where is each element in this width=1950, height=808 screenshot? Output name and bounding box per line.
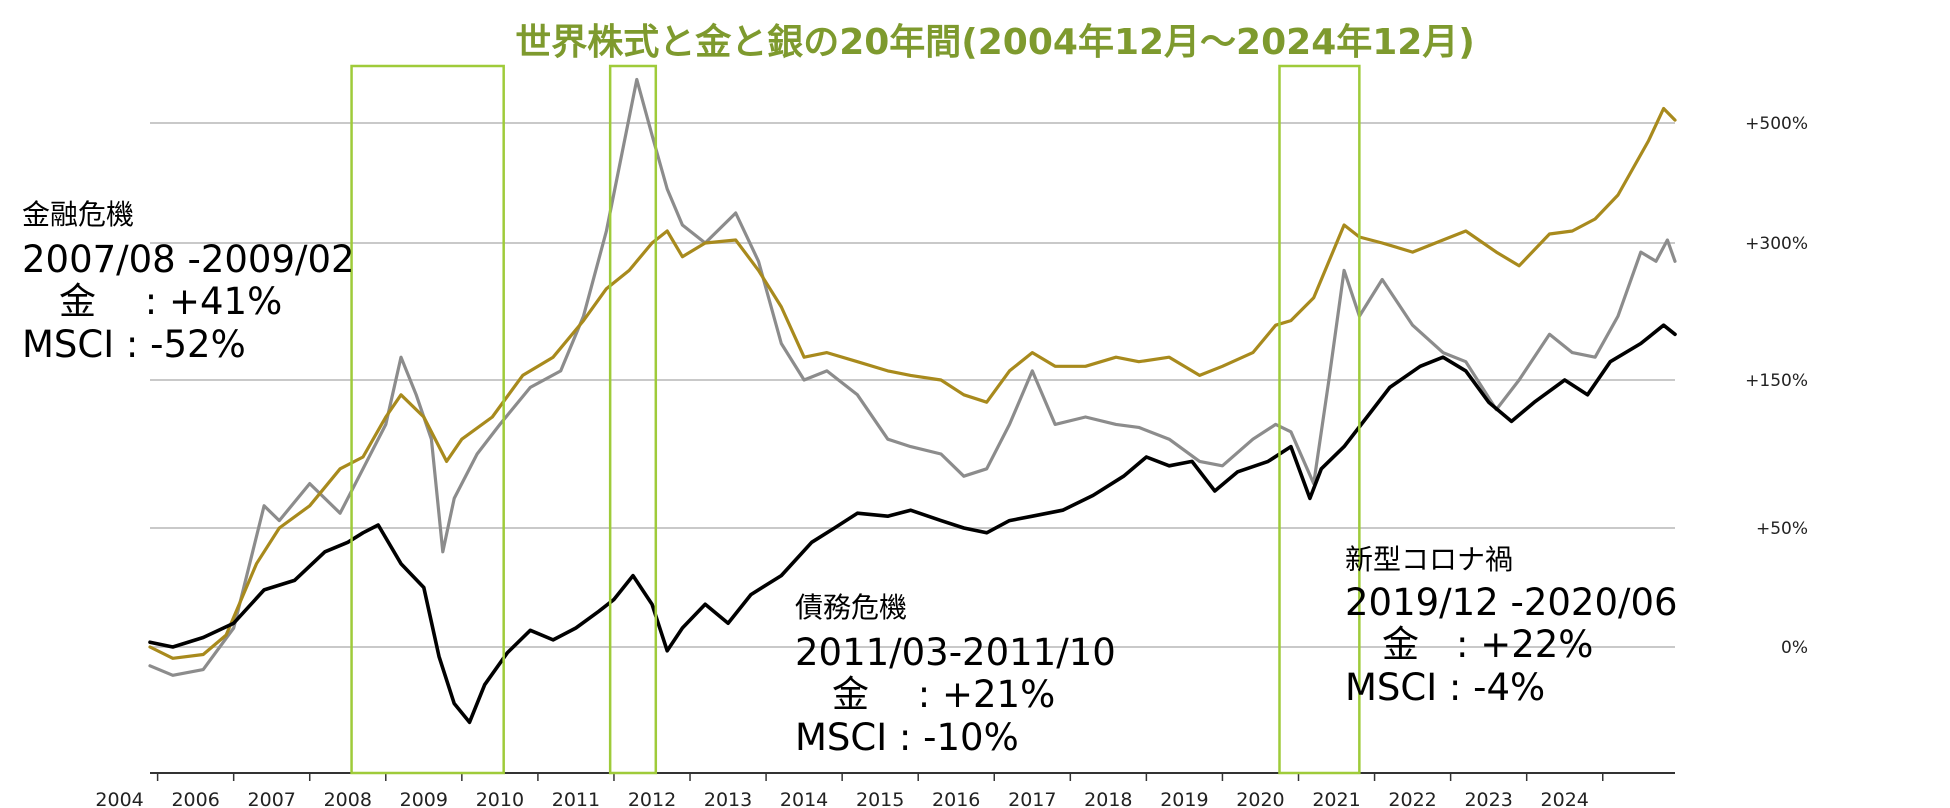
x-tick-label: 2021	[1312, 789, 1360, 808]
annotation-msci-change: MSCI : -4%	[1345, 666, 1545, 709]
annotation-covid: 新型コロナ禍 2019/12 -2020/06 金 : +22% MSCI : …	[1345, 543, 1678, 709]
y-axis-tick-labels: +500% +300% +150% +50% 0%	[1745, 114, 1808, 658]
x-tick-label: 2023	[1464, 789, 1512, 808]
x-tick-label: 2016	[932, 789, 980, 808]
annotation-msci-change: MSCI : -10%	[795, 716, 1019, 759]
grid-lines	[150, 122, 1675, 648]
x-tick-label: 2007	[248, 789, 296, 808]
annotation-title: 金融危機	[22, 198, 134, 231]
annotation-period: 2019/12 -2020/06	[1345, 581, 1678, 624]
y-tick-label: 0%	[1781, 638, 1808, 658]
x-tick-label: 2008	[324, 789, 372, 808]
x-tick-label: 2012	[628, 789, 676, 808]
crisis-highlight-box	[350, 64, 505, 775]
x-tick-label: 2018	[1084, 789, 1132, 808]
x-tick-label: 2006	[171, 789, 219, 808]
x-tick-label: 2014	[780, 789, 828, 808]
annotation-title: 新型コロナ禍	[1345, 543, 1513, 576]
x-tick-label: 2009	[400, 789, 448, 808]
msci-series-line	[148, 323, 1677, 725]
x-tick-label: 2004	[95, 789, 143, 808]
gold-series-line	[148, 106, 1677, 660]
x-tick-label: 2019	[1160, 789, 1208, 808]
x-tick-label: 2024	[1541, 789, 1589, 808]
chart-title: 世界株式と金と銀の20年間(2004年12月～2024年12月)	[515, 21, 1475, 63]
y-tick-label: +300%	[1745, 234, 1808, 254]
annotation-title: 債務危機	[795, 591, 907, 624]
x-tick-label: 2017	[1008, 789, 1056, 808]
annotation-gold-change: 金 : +22%	[1345, 623, 1593, 666]
x-tick-label: 2013	[704, 789, 752, 808]
x-axis: 2004 2006 2007 2008 2009 2010 2011 2012 2013 2014…	[95, 772, 1675, 808]
annotation-gold-change: 金 : +41%	[22, 280, 282, 323]
annotation-msci-change: MSCI : -52%	[22, 323, 246, 366]
x-tick-label: 2022	[1388, 789, 1436, 808]
highlight-boxes	[350, 64, 1361, 775]
x-tick-label: 2015	[856, 789, 904, 808]
x-tick-label: 2011	[552, 789, 600, 808]
annotation-financial-crisis: 金融危機 2007/08 -2009/02 金 : +41% MSCI : -5…	[22, 198, 355, 366]
x-tick-label: 2020	[1236, 789, 1284, 808]
annotation-debt-crisis: 債務危機 2011/03-2011/10 金 : +21% MSCI : -10…	[795, 591, 1116, 759]
y-tick-label: +500%	[1745, 114, 1808, 134]
y-tick-label: +150%	[1745, 371, 1808, 391]
series-lines	[148, 77, 1677, 725]
crisis-highlight-box	[1278, 64, 1361, 775]
y-tick-label: +50%	[1756, 519, 1808, 539]
x-tick-label: 2010	[476, 789, 524, 808]
silver-series-line	[148, 77, 1677, 677]
annotation-gold-change: 金 : +21%	[795, 673, 1055, 716]
crisis-highlight-box	[608, 64, 658, 775]
annotation-period: 2007/08 -2009/02	[22, 238, 355, 281]
annotation-period: 2011/03-2011/10	[795, 631, 1116, 674]
